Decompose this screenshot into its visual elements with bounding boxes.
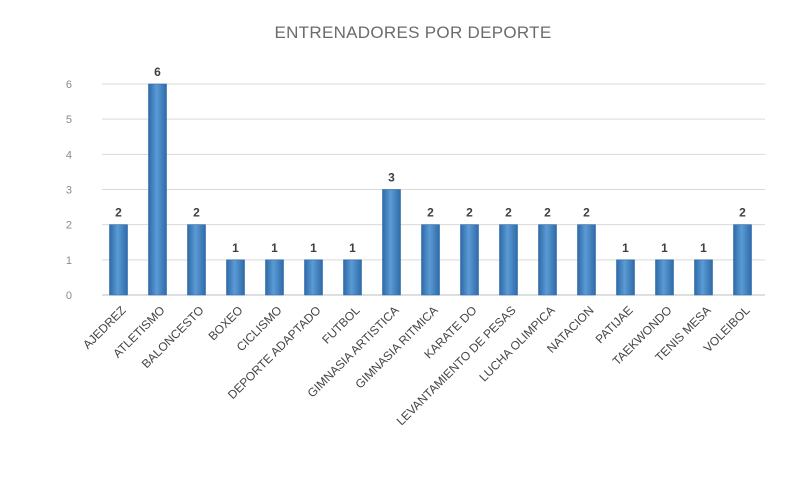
y-tick-label: 6 [66, 79, 72, 91]
y-tick-label: 4 [66, 149, 72, 161]
bar [304, 259, 323, 296]
data-label: 1 [661, 241, 668, 255]
bar [109, 224, 128, 296]
bar [616, 259, 635, 296]
data-label: 1 [310, 241, 317, 255]
data-label: 2 [739, 206, 746, 220]
data-label: 1 [271, 241, 278, 255]
x-axis-ticks: AJEDREZATLETISMOBALONCESTOBOXEOCICLISMOD… [80, 303, 753, 428]
data-label: 1 [232, 241, 239, 255]
bar [421, 224, 440, 296]
data-label: 1 [700, 241, 707, 255]
y-tick-label: 3 [66, 185, 72, 197]
data-label: 2 [466, 206, 473, 220]
data-label: 2 [427, 206, 434, 220]
data-label: 1 [622, 241, 629, 255]
y-tick-label: 5 [66, 114, 72, 126]
bar [733, 224, 752, 296]
data-labels: 2 6 2 1 1 1 1 3 2 2 2 2 2 1 1 1 2 [115, 65, 746, 255]
bar [694, 259, 713, 296]
data-label: 2 [505, 206, 512, 220]
data-label: 2 [583, 206, 590, 220]
data-label: 6 [154, 65, 161, 79]
data-label: 2 [115, 206, 122, 220]
y-tick-label: 0 [66, 290, 72, 302]
bar [343, 259, 362, 296]
bar [382, 189, 401, 296]
bar [577, 224, 596, 296]
data-label: 2 [544, 206, 551, 220]
data-label: 3 [388, 171, 395, 185]
bar [460, 224, 479, 296]
bar [655, 259, 674, 296]
bar [187, 224, 206, 296]
data-label: 2 [193, 206, 200, 220]
bar [226, 259, 245, 296]
y-tick-label: 1 [66, 255, 72, 267]
chart-title: ENTRENADORES POR DEPORTE [274, 23, 551, 42]
bar [538, 224, 557, 296]
bars [109, 83, 752, 296]
y-axis-ticks: 0 1 2 3 4 5 6 [66, 79, 72, 302]
bar [265, 259, 284, 296]
data-label: 1 [349, 241, 356, 255]
bar [148, 83, 167, 296]
y-tick-label: 2 [66, 220, 72, 232]
bar [499, 224, 518, 296]
